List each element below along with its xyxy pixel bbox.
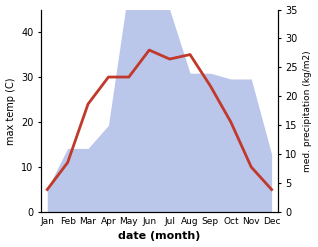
- X-axis label: date (month): date (month): [118, 231, 201, 242]
- Y-axis label: med. precipitation (kg/m2): med. precipitation (kg/m2): [303, 50, 313, 172]
- Y-axis label: max temp (C): max temp (C): [5, 77, 16, 144]
